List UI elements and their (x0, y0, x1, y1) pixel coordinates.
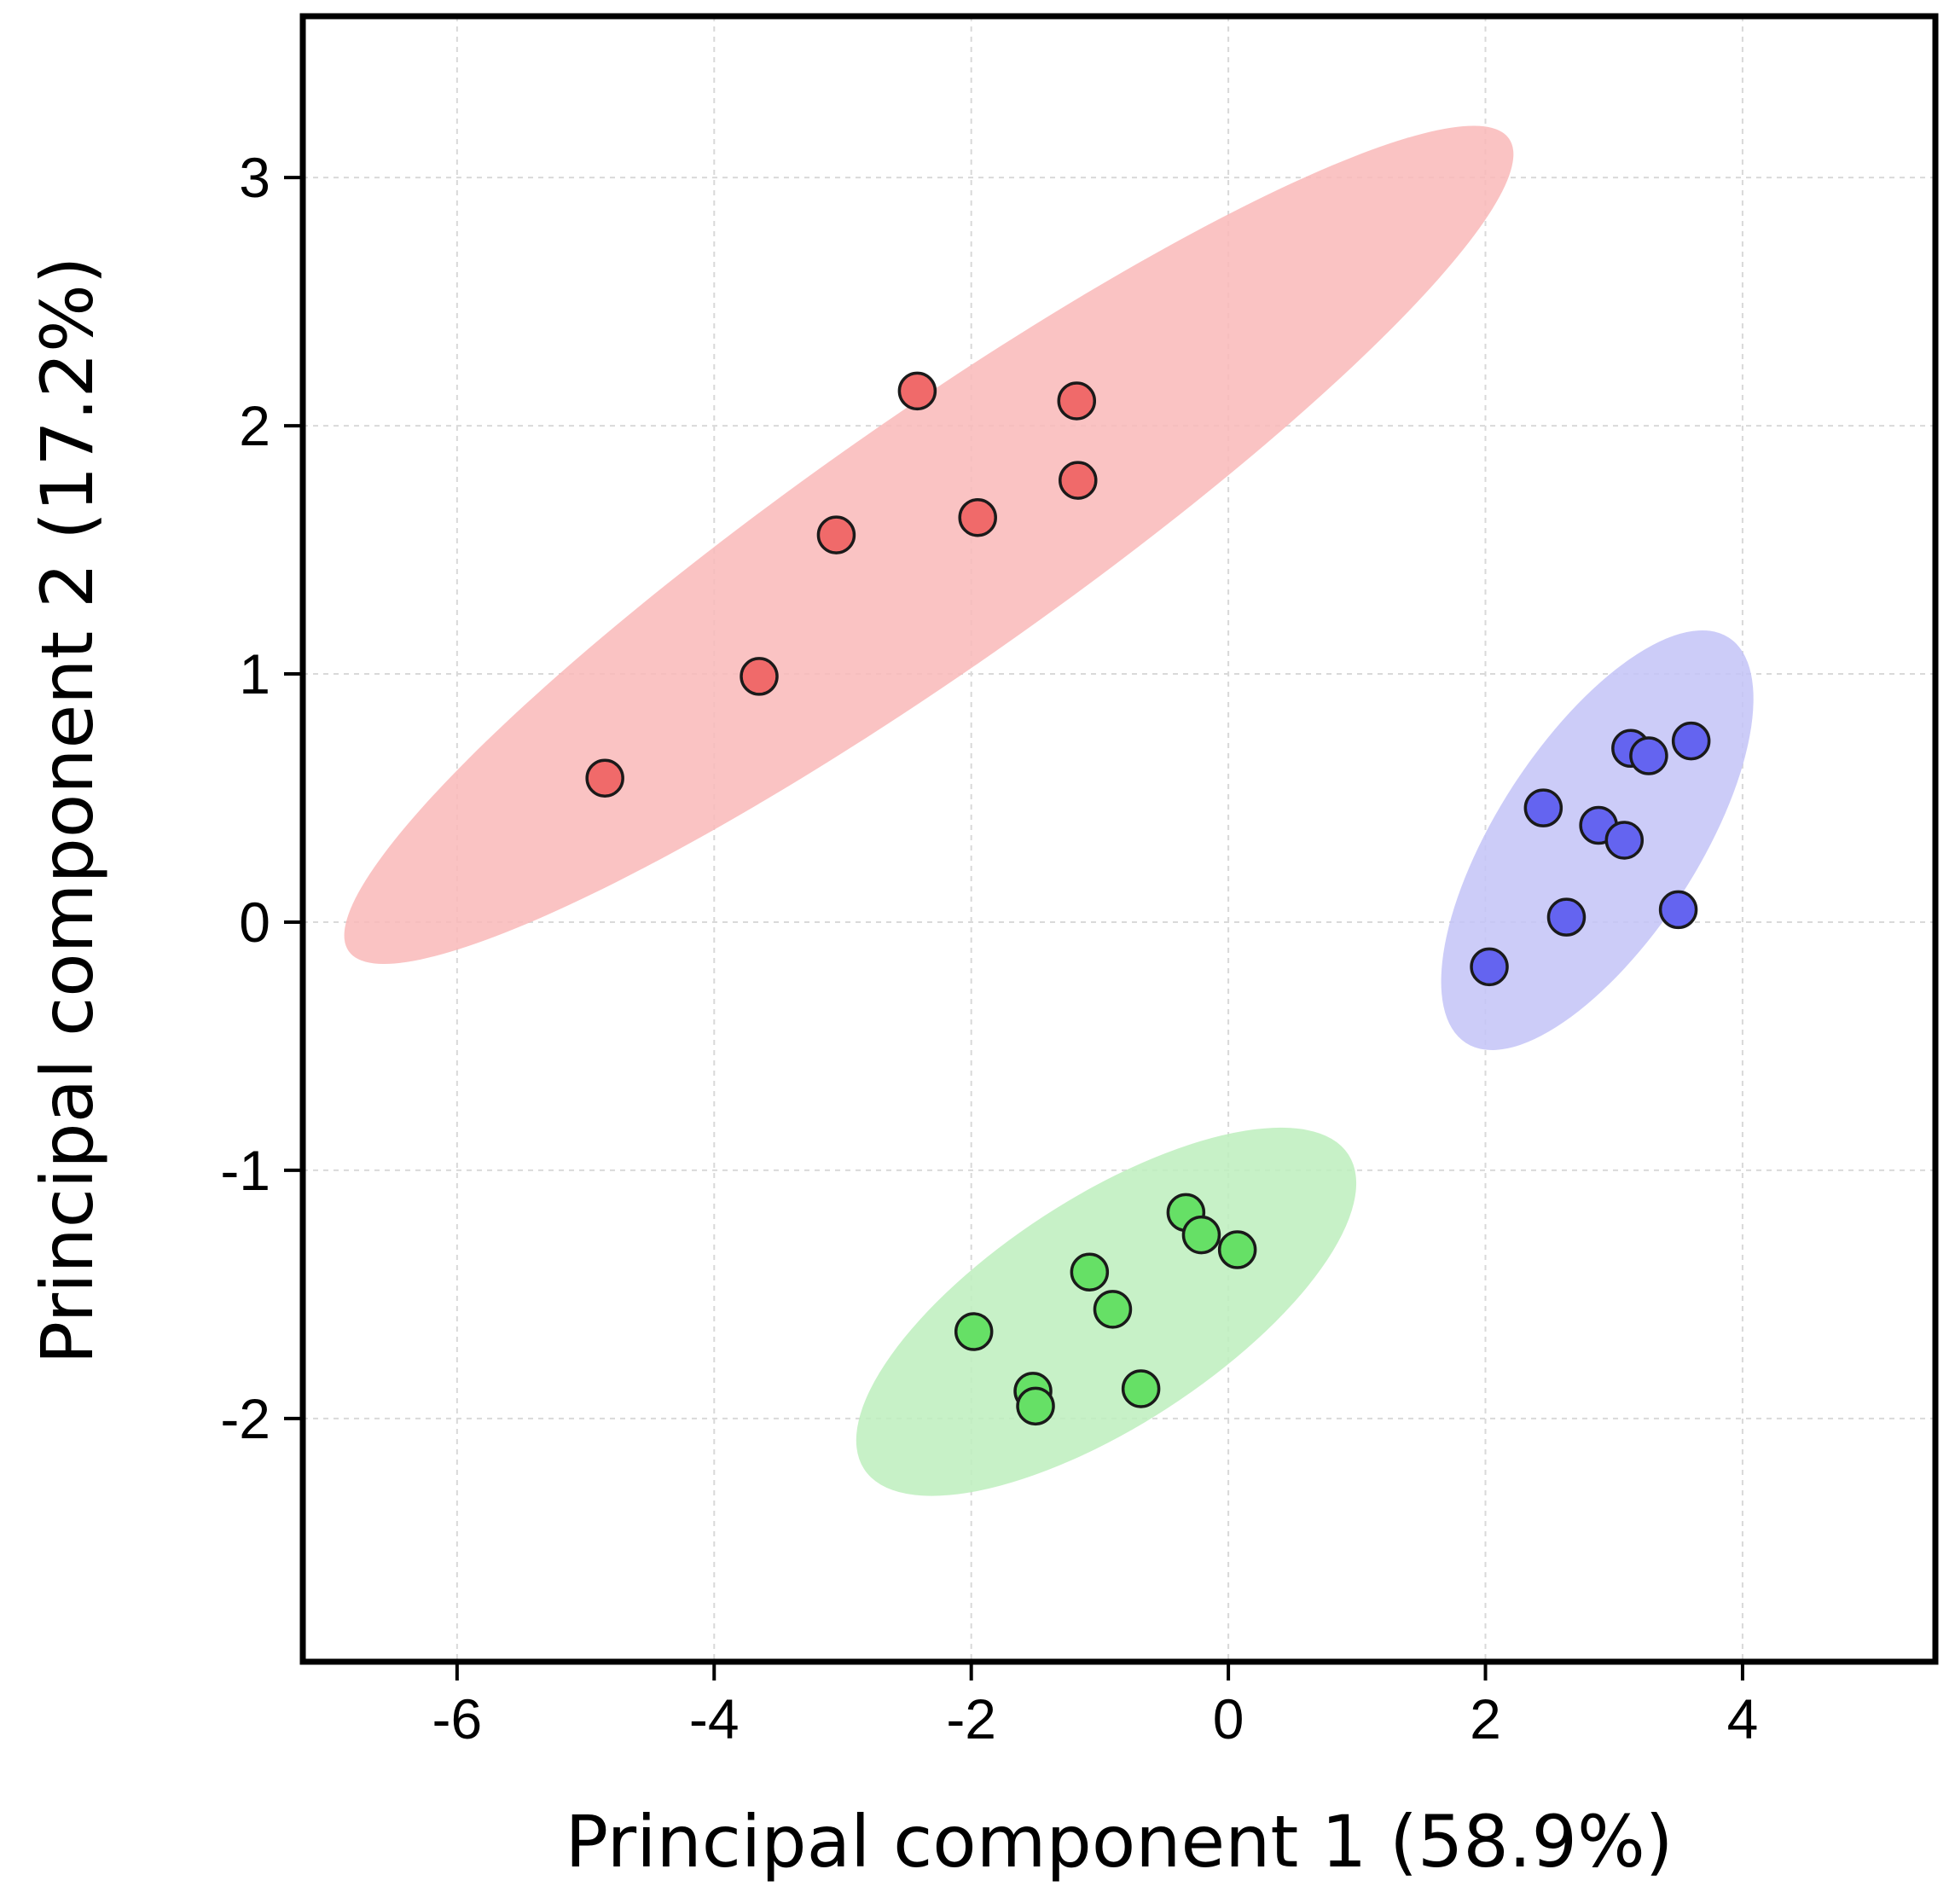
green-group-point (1121, 1369, 1161, 1408)
x-tick-label: -6 (432, 1687, 483, 1750)
blue-group-point (1658, 890, 1698, 930)
blue-group-point (1523, 788, 1563, 827)
red-group-ellipse (344, 125, 1514, 964)
axis-ticks: -6 -4 -2 0 2 4 3 2 1 0 -1 -2 (220, 146, 1758, 1750)
x-tick-label: -4 (689, 1687, 740, 1750)
blue-group-point (1470, 947, 1509, 987)
red-group-point (958, 497, 997, 537)
red-group-point (740, 657, 779, 696)
y-tick-label: 0 (239, 891, 270, 954)
x-tick-label: -2 (946, 1687, 996, 1750)
y-axis-label: Principal component 2 (17.2%) (26, 256, 109, 1364)
red-group-point (1057, 381, 1097, 421)
y-tick-label: -2 (220, 1387, 270, 1450)
y-tick-label: 3 (239, 146, 270, 209)
green-group-point (1070, 1252, 1110, 1292)
plot-frame (299, 13, 1939, 1665)
red-group-point (585, 758, 624, 798)
confidence-ellipses (344, 125, 1754, 1496)
x-tick-label: 4 (1727, 1687, 1759, 1750)
blue-group-point (1546, 897, 1587, 937)
x-tick-label: 2 (1470, 1687, 1501, 1750)
green-group-point (1217, 1230, 1257, 1269)
y-tick-label: 2 (239, 394, 270, 457)
red-group-point (816, 515, 856, 554)
y-tick-label: 1 (239, 642, 270, 705)
x-tick-label: 0 (1213, 1687, 1244, 1750)
green-group-point (954, 1312, 994, 1351)
green-group-point (1016, 1386, 1055, 1426)
y-tick-label: -1 (220, 1139, 270, 1202)
blue-group-point (1671, 721, 1711, 761)
green-group-point (1181, 1215, 1221, 1255)
red-group-point (897, 371, 937, 411)
red-group-point (1059, 461, 1098, 500)
x-axis-label: Principal component 1 (58.9%) (565, 1800, 1673, 1884)
green-group-point (1093, 1290, 1133, 1329)
blue-group-point (1629, 736, 1668, 775)
blue-group-point (1604, 821, 1645, 860)
data-points (585, 371, 1711, 1426)
